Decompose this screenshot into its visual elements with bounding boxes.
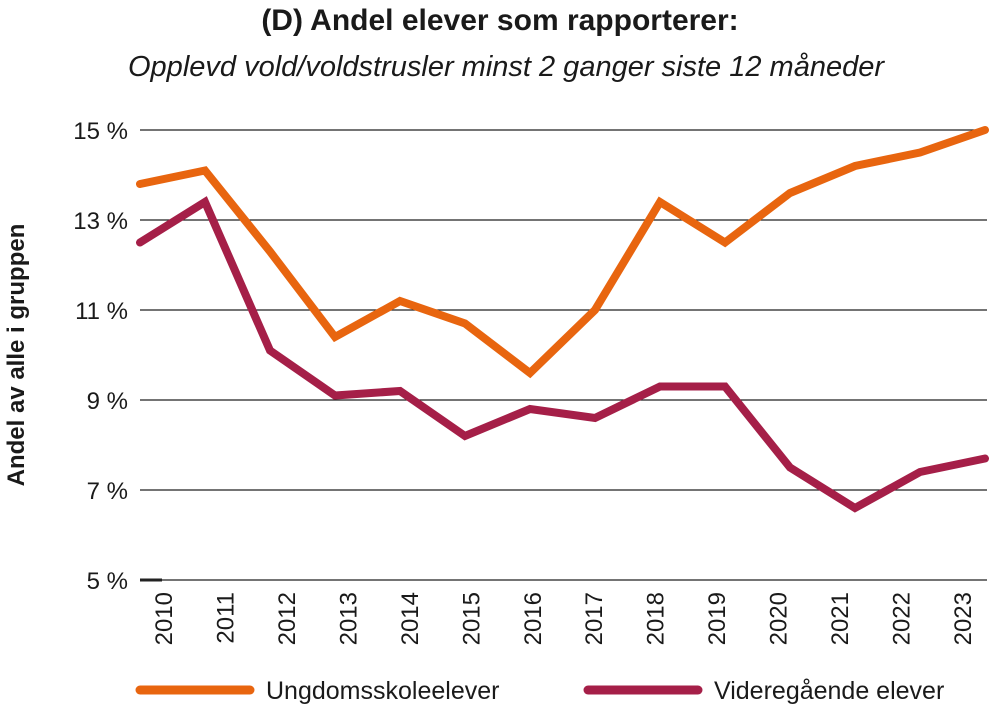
legend-item: Videregående elever xyxy=(583,677,944,705)
x-tick-label: 2022 xyxy=(889,592,916,645)
y-tick-label: 5 % xyxy=(87,568,128,595)
x-tick-label: 2020 xyxy=(766,592,793,645)
legend-label: Videregående elever xyxy=(714,677,944,705)
chart-title: (D) Andel elever som rapporterer: xyxy=(261,4,738,37)
series-line-1 xyxy=(136,126,989,379)
x-tick-label: 2010 xyxy=(151,592,178,645)
y-tick-label: 15 % xyxy=(73,118,128,145)
series-line-2 xyxy=(136,196,989,513)
y-tick-label: 13 % xyxy=(73,208,128,235)
x-tick-label: 2016 xyxy=(520,592,547,645)
x-tick-label: 2011 xyxy=(212,592,239,644)
y-tick-label: 11 % xyxy=(75,298,128,325)
y-tick-label: 9 % xyxy=(87,388,128,415)
x-tick-label: 2017 xyxy=(581,592,608,645)
x-tick-label: 2019 xyxy=(704,592,731,645)
x-tick-label: 2023 xyxy=(950,592,977,645)
legend-item: Ungdomsskoleelever xyxy=(135,677,499,705)
x-tick-label: 2013 xyxy=(335,592,362,645)
x-tick-label: 2021 xyxy=(827,592,854,645)
y-tick-label: 7 % xyxy=(87,478,128,505)
x-tick-label: 2012 xyxy=(274,592,301,645)
legend-label: Ungdomsskoleelever xyxy=(266,677,499,705)
x-tick-label: 2018 xyxy=(643,592,670,645)
x-tick-label: 2014 xyxy=(397,592,424,645)
y-axis-label: Andel av alle i gruppen xyxy=(3,224,30,487)
chart-subtitle: Opplevd vold/voldstrusler minst 2 ganger… xyxy=(128,51,885,83)
x-tick-label: 2015 xyxy=(458,592,485,645)
